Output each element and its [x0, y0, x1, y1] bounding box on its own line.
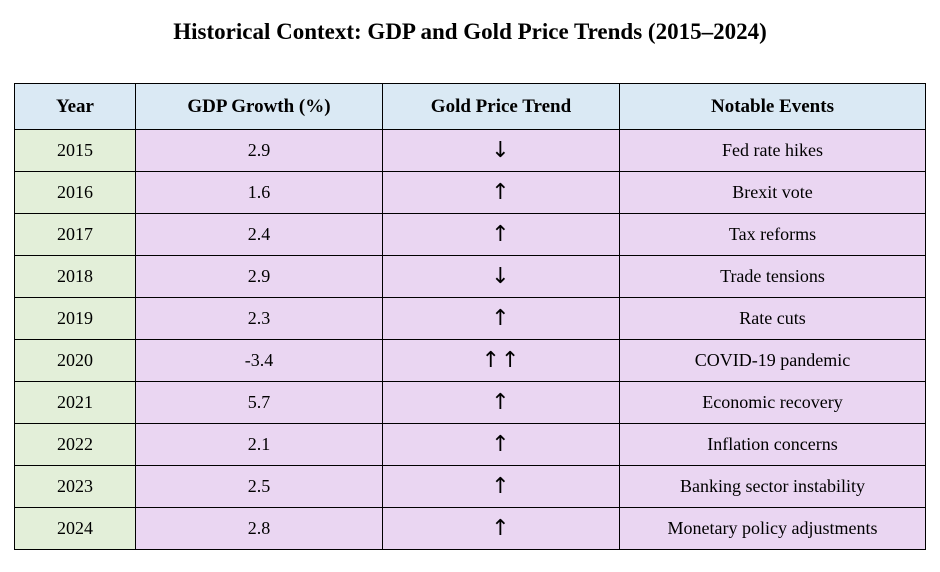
event-cell: Brexit vote: [619, 171, 926, 214]
table-row: 2020 -3.4 ↑↑ COVID-19 pandemic: [14, 339, 926, 382]
column-header-gdp-growth: GDP Growth (%): [135, 83, 383, 130]
table-row: 2018 2.9 ↓ Trade tensions: [14, 255, 926, 298]
table-row: 2016 1.6 ↑ Brexit vote: [14, 171, 926, 214]
event-cell: Monetary policy adjustments: [619, 507, 926, 550]
year-cell: 2020: [14, 339, 136, 382]
year-cell: 2015: [14, 129, 136, 172]
gdp-growth-cell: 2.8: [135, 507, 383, 550]
event-cell: Banking sector instability: [619, 465, 926, 508]
gdp-growth-cell: 1.6: [135, 171, 383, 214]
table-row: 2021 5.7 ↑ Economic recovery: [14, 381, 926, 424]
gold-trend-cell: ↓: [382, 255, 620, 298]
event-cell: Inflation concerns: [619, 423, 926, 466]
table-row: 2024 2.8 ↑ Monetary policy adjustments: [14, 507, 926, 550]
column-header-gold-price-trend: Gold Price Trend: [382, 83, 620, 130]
year-cell: 2016: [14, 171, 136, 214]
year-cell: 2021: [14, 381, 136, 424]
event-cell: Economic recovery: [619, 381, 926, 424]
gold-trend-cell: ↑: [382, 171, 620, 214]
year-cell: 2017: [14, 213, 136, 256]
data-table: Year GDP Growth (%) Gold Price Trend Not…: [14, 83, 926, 550]
gold-trend-cell: ↑↑: [382, 339, 620, 382]
table-header-row: Year GDP Growth (%) Gold Price Trend Not…: [14, 83, 926, 130]
gdp-growth-cell: 2.9: [135, 255, 383, 298]
gdp-growth-cell: 2.4: [135, 213, 383, 256]
event-cell: Rate cuts: [619, 297, 926, 340]
gdp-growth-cell: 2.1: [135, 423, 383, 466]
table-body: 2015 2.9 ↓ Fed rate hikes 2016 1.6 ↑ Brexit vot…: [14, 129, 926, 550]
year-cell: 2022: [14, 423, 136, 466]
gold-trend-cell: ↑: [382, 423, 620, 466]
gold-trend-cell: ↑: [382, 213, 620, 256]
event-cell: COVID-19 pandemic: [619, 339, 926, 382]
event-cell: Trade tensions: [619, 255, 926, 298]
gold-trend-cell: ↑: [382, 381, 620, 424]
table-row: 2022 2.1 ↑ Inflation concerns: [14, 423, 926, 466]
gold-trend-cell: ↑: [382, 465, 620, 508]
gdp-growth-cell: 2.5: [135, 465, 383, 508]
year-cell: 2024: [14, 507, 136, 550]
gold-trend-cell: ↑: [382, 297, 620, 340]
event-cell: Tax reforms: [619, 213, 926, 256]
year-cell: 2023: [14, 465, 136, 508]
table-row: 2017 2.4 ↑ Tax reforms: [14, 213, 926, 256]
year-cell: 2018: [14, 255, 136, 298]
table-row: 2015 2.9 ↓ Fed rate hikes: [14, 129, 926, 172]
gold-trend-cell: ↓: [382, 129, 620, 172]
table-row: 2023 2.5 ↑ Banking sector instability: [14, 465, 926, 508]
gold-trend-cell: ↑: [382, 507, 620, 550]
gdp-growth-cell: 2.3: [135, 297, 383, 340]
gdp-growth-cell: -3.4: [135, 339, 383, 382]
gdp-growth-cell: 5.7: [135, 381, 383, 424]
column-header-year: Year: [14, 83, 136, 130]
table-row: 2019 2.3 ↑ Rate cuts: [14, 297, 926, 340]
year-cell: 2019: [14, 297, 136, 340]
chart-title: Historical Context: GDP and Gold Price T…: [173, 19, 767, 44]
column-header-notable-events: Notable Events: [619, 83, 926, 130]
gdp-growth-cell: 2.9: [135, 129, 383, 172]
event-cell: Fed rate hikes: [619, 129, 926, 172]
